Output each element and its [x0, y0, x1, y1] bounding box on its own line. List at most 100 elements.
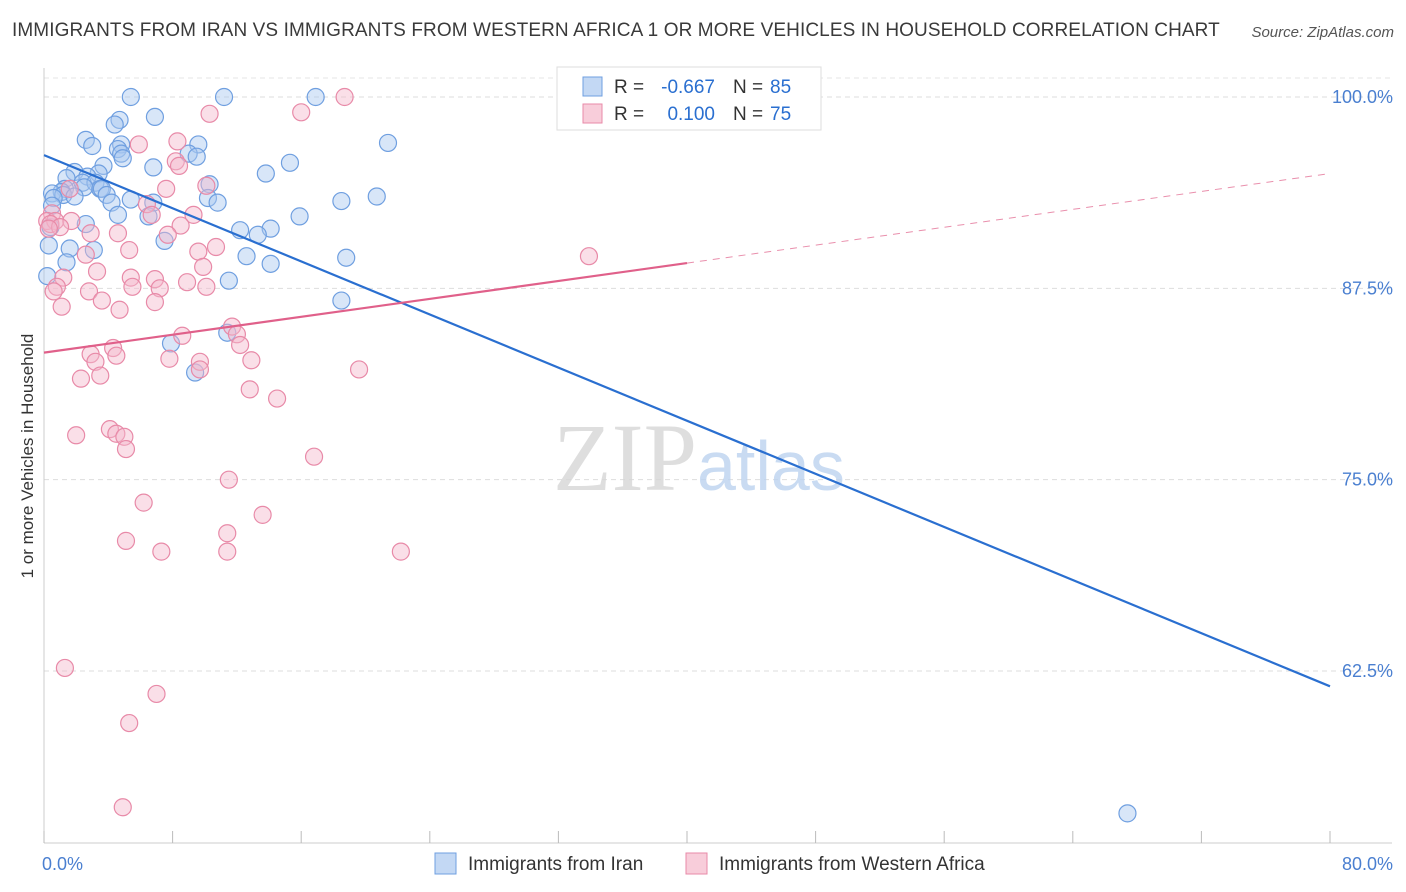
data-point [145, 270, 165, 289]
stats-r-label: R = [614, 104, 644, 125]
data-point [67, 426, 86, 445]
data-point [81, 224, 100, 243]
data-point [158, 225, 177, 244]
stats-r-value: 0.100 [667, 104, 715, 125]
data-point [120, 713, 139, 733]
data-point [256, 164, 275, 183]
data-point [52, 297, 71, 316]
data-point [54, 268, 73, 287]
data-point [79, 282, 99, 301]
data-point [290, 207, 309, 226]
data-point [129, 135, 148, 154]
data-point [218, 524, 237, 543]
data-point [76, 214, 95, 234]
data-point [134, 493, 153, 512]
data-point [44, 282, 63, 301]
data-point [171, 216, 190, 235]
data-point [579, 247, 599, 266]
data-point [110, 300, 129, 319]
watermark: ZIPatlas [553, 404, 845, 511]
y-tick-label: 75.0% [1342, 470, 1393, 490]
data-point [150, 279, 169, 298]
data-point [60, 239, 79, 258]
data-point [378, 133, 398, 153]
data-point [75, 178, 94, 197]
data-point [71, 369, 91, 388]
data-point [100, 420, 120, 439]
data-point [200, 104, 219, 123]
data-point [367, 187, 386, 206]
data-point [208, 193, 227, 212]
data-point [292, 103, 311, 122]
data-point [237, 247, 256, 266]
data-point [280, 153, 300, 172]
data-point [218, 542, 237, 561]
data-point [147, 684, 166, 704]
stats-swatch [582, 103, 603, 124]
data-point [187, 147, 206, 166]
data-point [190, 352, 210, 371]
data-point [219, 470, 238, 489]
data-point [55, 658, 74, 678]
data-point [190, 360, 210, 379]
data-point [105, 115, 124, 134]
data-point [83, 136, 102, 156]
data-point [240, 380, 259, 399]
y-tick-label: 62.5% [1342, 661, 1393, 681]
data-point [197, 277, 216, 296]
data-point [144, 158, 163, 177]
stats-n-label: N = [733, 104, 763, 125]
data-point [57, 253, 76, 272]
data-point [44, 188, 63, 208]
stats-n-value: 85 [770, 77, 791, 98]
x-tick-label-min: 0.0% [42, 854, 83, 874]
legend-swatch [434, 852, 457, 875]
trend-line-extension [686, 173, 1331, 264]
y-tick-label: 100.0% [1332, 87, 1393, 107]
data-point [87, 262, 107, 281]
data-point [169, 156, 189, 175]
stats-legend: R = -0.667 N = 85 R = 0.100 N = 75 [556, 66, 822, 131]
data-point [91, 366, 110, 385]
data-point [108, 224, 128, 243]
source-credit: Source: ZipAtlas.com [1251, 24, 1394, 41]
stats-swatch [582, 76, 603, 97]
data-point [349, 360, 369, 379]
data-point [107, 346, 126, 365]
stats-n-value: 75 [770, 104, 791, 125]
stats-r-label: R = [614, 77, 644, 98]
data-point [76, 245, 95, 264]
data-point [142, 205, 161, 224]
series-legend: Immigrants from Iran Immigrants from West… [434, 852, 985, 875]
data-point [231, 335, 250, 355]
data-point [214, 87, 234, 107]
data-point [186, 363, 205, 382]
data-point [391, 542, 410, 561]
data-point [194, 257, 213, 277]
data-point [261, 254, 280, 273]
data-point [145, 107, 165, 126]
x-tick-label-max: 80.0% [1342, 854, 1393, 874]
data-point [113, 149, 132, 168]
data-point [113, 798, 132, 817]
data-point [39, 236, 58, 255]
data-point [120, 240, 139, 260]
legend-label: Immigrants from Western Africa [719, 854, 985, 875]
data-point [39, 219, 58, 238]
data-point [92, 291, 111, 310]
data-point [60, 179, 79, 198]
data-point [242, 351, 261, 370]
data-point [177, 273, 197, 292]
data-point [92, 179, 111, 198]
data-point [160, 349, 179, 368]
data-point [123, 277, 142, 296]
data-point [267, 389, 287, 408]
chart-title: IMMIGRANTS FROM IRAN VS IMMIGRANTS FROM … [12, 20, 1220, 41]
data-point [1118, 804, 1137, 823]
stats-n-label: N = [733, 77, 763, 98]
data-point [121, 268, 140, 287]
series-iran [38, 87, 1137, 823]
data-point [189, 242, 208, 261]
series-western-africa [38, 87, 599, 817]
